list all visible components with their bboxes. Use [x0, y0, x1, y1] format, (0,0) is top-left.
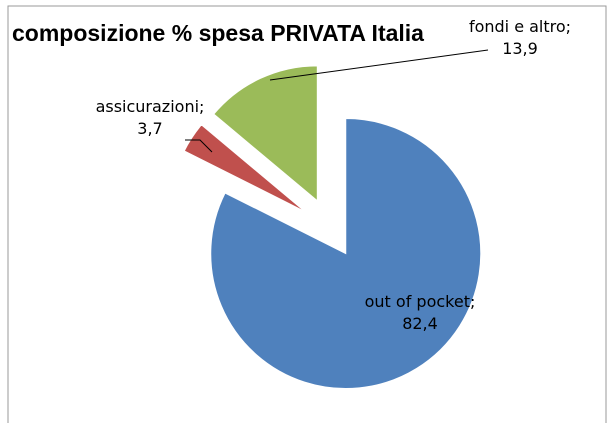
data-label: fondi e altro; 13,9: [469, 17, 571, 58]
label-separator: ;: [566, 17, 571, 36]
label-separator: ;: [470, 292, 475, 311]
value-label: 82,4: [402, 314, 438, 333]
category-name: fondi e altro: [469, 17, 566, 36]
pie-slice: [210, 118, 482, 390]
value-label: 13,9: [502, 39, 538, 58]
category-name: out of pocket: [365, 292, 470, 311]
label-separator: ;: [199, 97, 204, 116]
pie-slice: [213, 65, 318, 202]
data-label: assicurazioni; 3,7: [96, 97, 205, 138]
data-label: out of pocket; 82,4: [365, 292, 476, 333]
chart-title: composizione % spesa PRIVATA Italia: [12, 20, 424, 46]
category-name: assicurazioni: [96, 97, 199, 116]
leader-line: [269, 49, 489, 81]
pie-slice: [183, 124, 306, 212]
value-label: 3,7: [137, 119, 162, 138]
leader-line: [185, 139, 213, 153]
